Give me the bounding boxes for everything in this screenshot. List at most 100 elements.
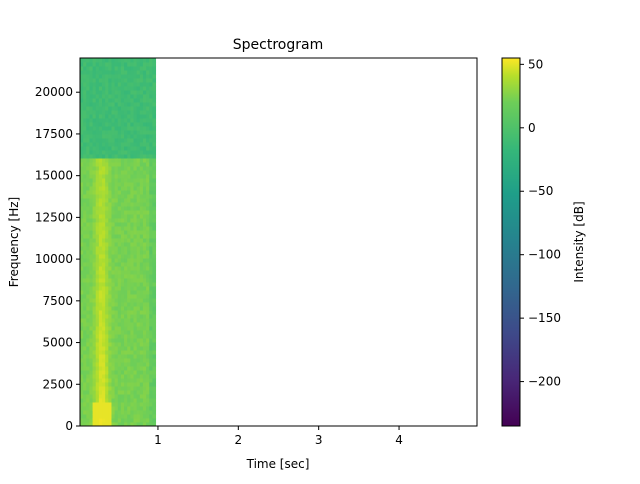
heatmap-cell	[124, 318, 128, 323]
heatmap-cell	[136, 362, 141, 367]
heatmap-cell	[86, 166, 90, 171]
heatmap-cell	[92, 86, 97, 91]
heatmap-cell	[120, 334, 125, 339]
heatmap-cell	[139, 162, 144, 167]
heatmap-cell	[127, 394, 131, 399]
heatmap-cell	[95, 350, 100, 355]
heatmap-cell	[108, 98, 112, 103]
heatmap-cell	[124, 282, 128, 287]
heatmap-cell	[89, 150, 94, 155]
heatmap-cell	[111, 122, 116, 127]
heatmap-cell	[111, 226, 116, 231]
heatmap-cell	[89, 210, 94, 215]
heatmap-cell	[149, 350, 153, 355]
heatmap-cell	[111, 114, 116, 119]
heatmap-cell	[111, 262, 116, 267]
heatmap-cell	[80, 126, 84, 131]
heatmap-cell	[146, 178, 150, 183]
y-tick-label: 17500	[35, 127, 73, 141]
heatmap-cell	[120, 218, 125, 223]
heatmap-cell	[149, 86, 153, 91]
heatmap-cell	[146, 270, 150, 275]
heatmap-cell	[92, 326, 97, 331]
heatmap-cell	[98, 146, 103, 151]
heatmap-cell	[108, 182, 112, 187]
heatmap-cell	[89, 126, 94, 131]
heatmap-cell	[111, 294, 116, 299]
heatmap-cell	[114, 298, 119, 303]
heatmap-cell	[102, 222, 106, 227]
heatmap-cell	[117, 186, 122, 191]
heatmap-cell	[142, 106, 147, 111]
heatmap-cell	[133, 186, 138, 191]
heatmap-cell	[152, 174, 157, 179]
heatmap-cell	[98, 342, 103, 347]
heatmap-cell	[152, 134, 157, 139]
heatmap-cell	[105, 234, 109, 239]
heatmap-cell	[142, 190, 147, 195]
heatmap-cell	[111, 210, 116, 215]
heatmap-cell	[120, 78, 125, 83]
x-tick-label: 2	[234, 433, 242, 447]
heatmap-cell	[124, 398, 128, 403]
heatmap-cell	[152, 82, 157, 87]
heatmap-cell	[142, 138, 147, 143]
heatmap-cell	[102, 78, 106, 83]
heatmap-cell	[114, 358, 119, 363]
heatmap-cell	[89, 326, 94, 331]
heatmap-cell	[95, 94, 100, 99]
heatmap-cell	[120, 146, 125, 151]
heatmap-cell	[127, 302, 131, 307]
heatmap-cell	[136, 118, 141, 123]
heatmap-cell	[105, 102, 109, 107]
heatmap-cell	[86, 82, 90, 87]
heatmap-cell	[95, 362, 100, 367]
heatmap-cell	[86, 258, 90, 263]
heatmap-cell	[80, 410, 84, 415]
heatmap-cell	[139, 234, 144, 239]
heatmap-cell	[95, 358, 100, 363]
heatmap-cell	[120, 278, 125, 283]
heatmap-cell	[130, 70, 135, 75]
heatmap-cell	[117, 278, 122, 283]
heatmap-cell	[146, 330, 150, 335]
heatmap-cell	[98, 322, 103, 327]
heatmap-cell	[108, 318, 112, 323]
heatmap-cell	[136, 70, 141, 75]
heatmap-cell	[146, 110, 150, 115]
heatmap-cell	[95, 230, 100, 235]
heatmap-cell	[95, 82, 100, 87]
heatmap-cell	[139, 418, 144, 423]
heatmap-cell	[117, 206, 122, 211]
heatmap-cell	[142, 182, 147, 187]
heatmap-cell	[152, 402, 157, 407]
heatmap-cell	[80, 310, 84, 315]
heatmap-cell	[127, 210, 131, 215]
heatmap-cell	[146, 102, 150, 107]
heatmap-cell	[92, 82, 97, 87]
heatmap-cell	[146, 90, 150, 95]
heatmap-cell	[114, 106, 119, 111]
y-tick-label: 0	[65, 419, 73, 433]
heatmap-cell	[146, 170, 150, 175]
heatmap-cell	[95, 330, 100, 335]
heatmap-cell	[108, 66, 112, 71]
heatmap-cell	[86, 198, 90, 203]
heatmap-cell	[139, 378, 144, 383]
heatmap-cell	[95, 126, 100, 131]
heatmap-cell	[89, 298, 94, 303]
heatmap-cell	[146, 258, 150, 263]
heatmap-cell	[98, 222, 103, 227]
heatmap-cell	[114, 398, 119, 403]
heatmap-cell	[105, 174, 109, 179]
heatmap-cell	[124, 294, 128, 299]
heatmap-cell	[89, 338, 94, 343]
heatmap-cell	[120, 94, 125, 99]
heatmap-cell	[136, 326, 141, 331]
heatmap-cell	[117, 346, 122, 351]
heatmap-cell	[111, 74, 116, 79]
heatmap-cell	[114, 342, 119, 347]
heatmap-cell	[108, 190, 112, 195]
